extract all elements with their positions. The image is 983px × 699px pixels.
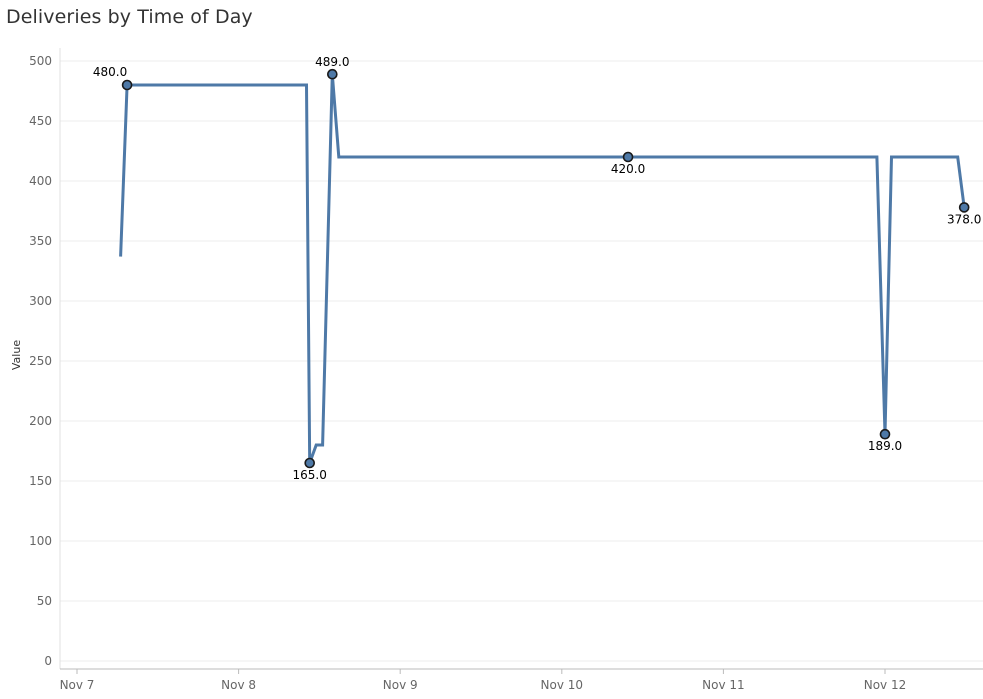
data-point-marker	[121, 79, 133, 91]
x-tick-label: Nov 10	[541, 678, 584, 692]
y-axis-title: Value	[10, 340, 23, 370]
y-tick-label: 300	[29, 294, 52, 308]
data-point-marker	[304, 457, 316, 469]
y-tick-label: 500	[29, 54, 52, 68]
x-tick-label: Nov 12	[864, 678, 907, 692]
x-tick-label: Nov 9	[383, 678, 418, 692]
data-point-marker	[879, 428, 891, 440]
data-label: 420.0	[611, 162, 645, 176]
data-label: 489.0	[315, 55, 349, 69]
axes: Value 0 50 100 150 200 250 300 350 400 450 500 Nov …	[10, 48, 983, 692]
x-tick-label: Nov 7	[60, 678, 95, 692]
y-tick-label: 200	[29, 414, 52, 428]
data-label: 165.0	[293, 468, 327, 482]
y-tick-label: 50	[37, 594, 52, 608]
y-tick-label: 0	[44, 654, 52, 668]
data-point-marker	[958, 202, 970, 213]
y-tick-label: 450	[29, 114, 52, 128]
data-point-marker	[622, 151, 634, 163]
x-tick-label: Nov 11	[702, 678, 745, 692]
y-tick-label: 350	[29, 234, 52, 248]
data-labels: 480.0 165.0 489.0 420.0 189.0 378.0	[93, 55, 981, 482]
series	[119, 68, 970, 469]
data-point-marker	[327, 68, 338, 80]
y-tick-label: 100	[29, 534, 52, 548]
data-label: 480.0	[93, 65, 127, 79]
y-tick-label: 400	[29, 174, 52, 188]
data-label: 378.0	[947, 212, 981, 226]
series-line	[119, 74, 966, 464]
y-tick-label: 250	[29, 354, 52, 368]
y-tick-label: 150	[29, 474, 52, 488]
data-label: 189.0	[868, 439, 902, 453]
x-tick-label: Nov 8	[221, 678, 256, 692]
gridlines	[60, 60, 983, 662]
chart-title: Deliveries by Time of Day	[6, 6, 253, 28]
